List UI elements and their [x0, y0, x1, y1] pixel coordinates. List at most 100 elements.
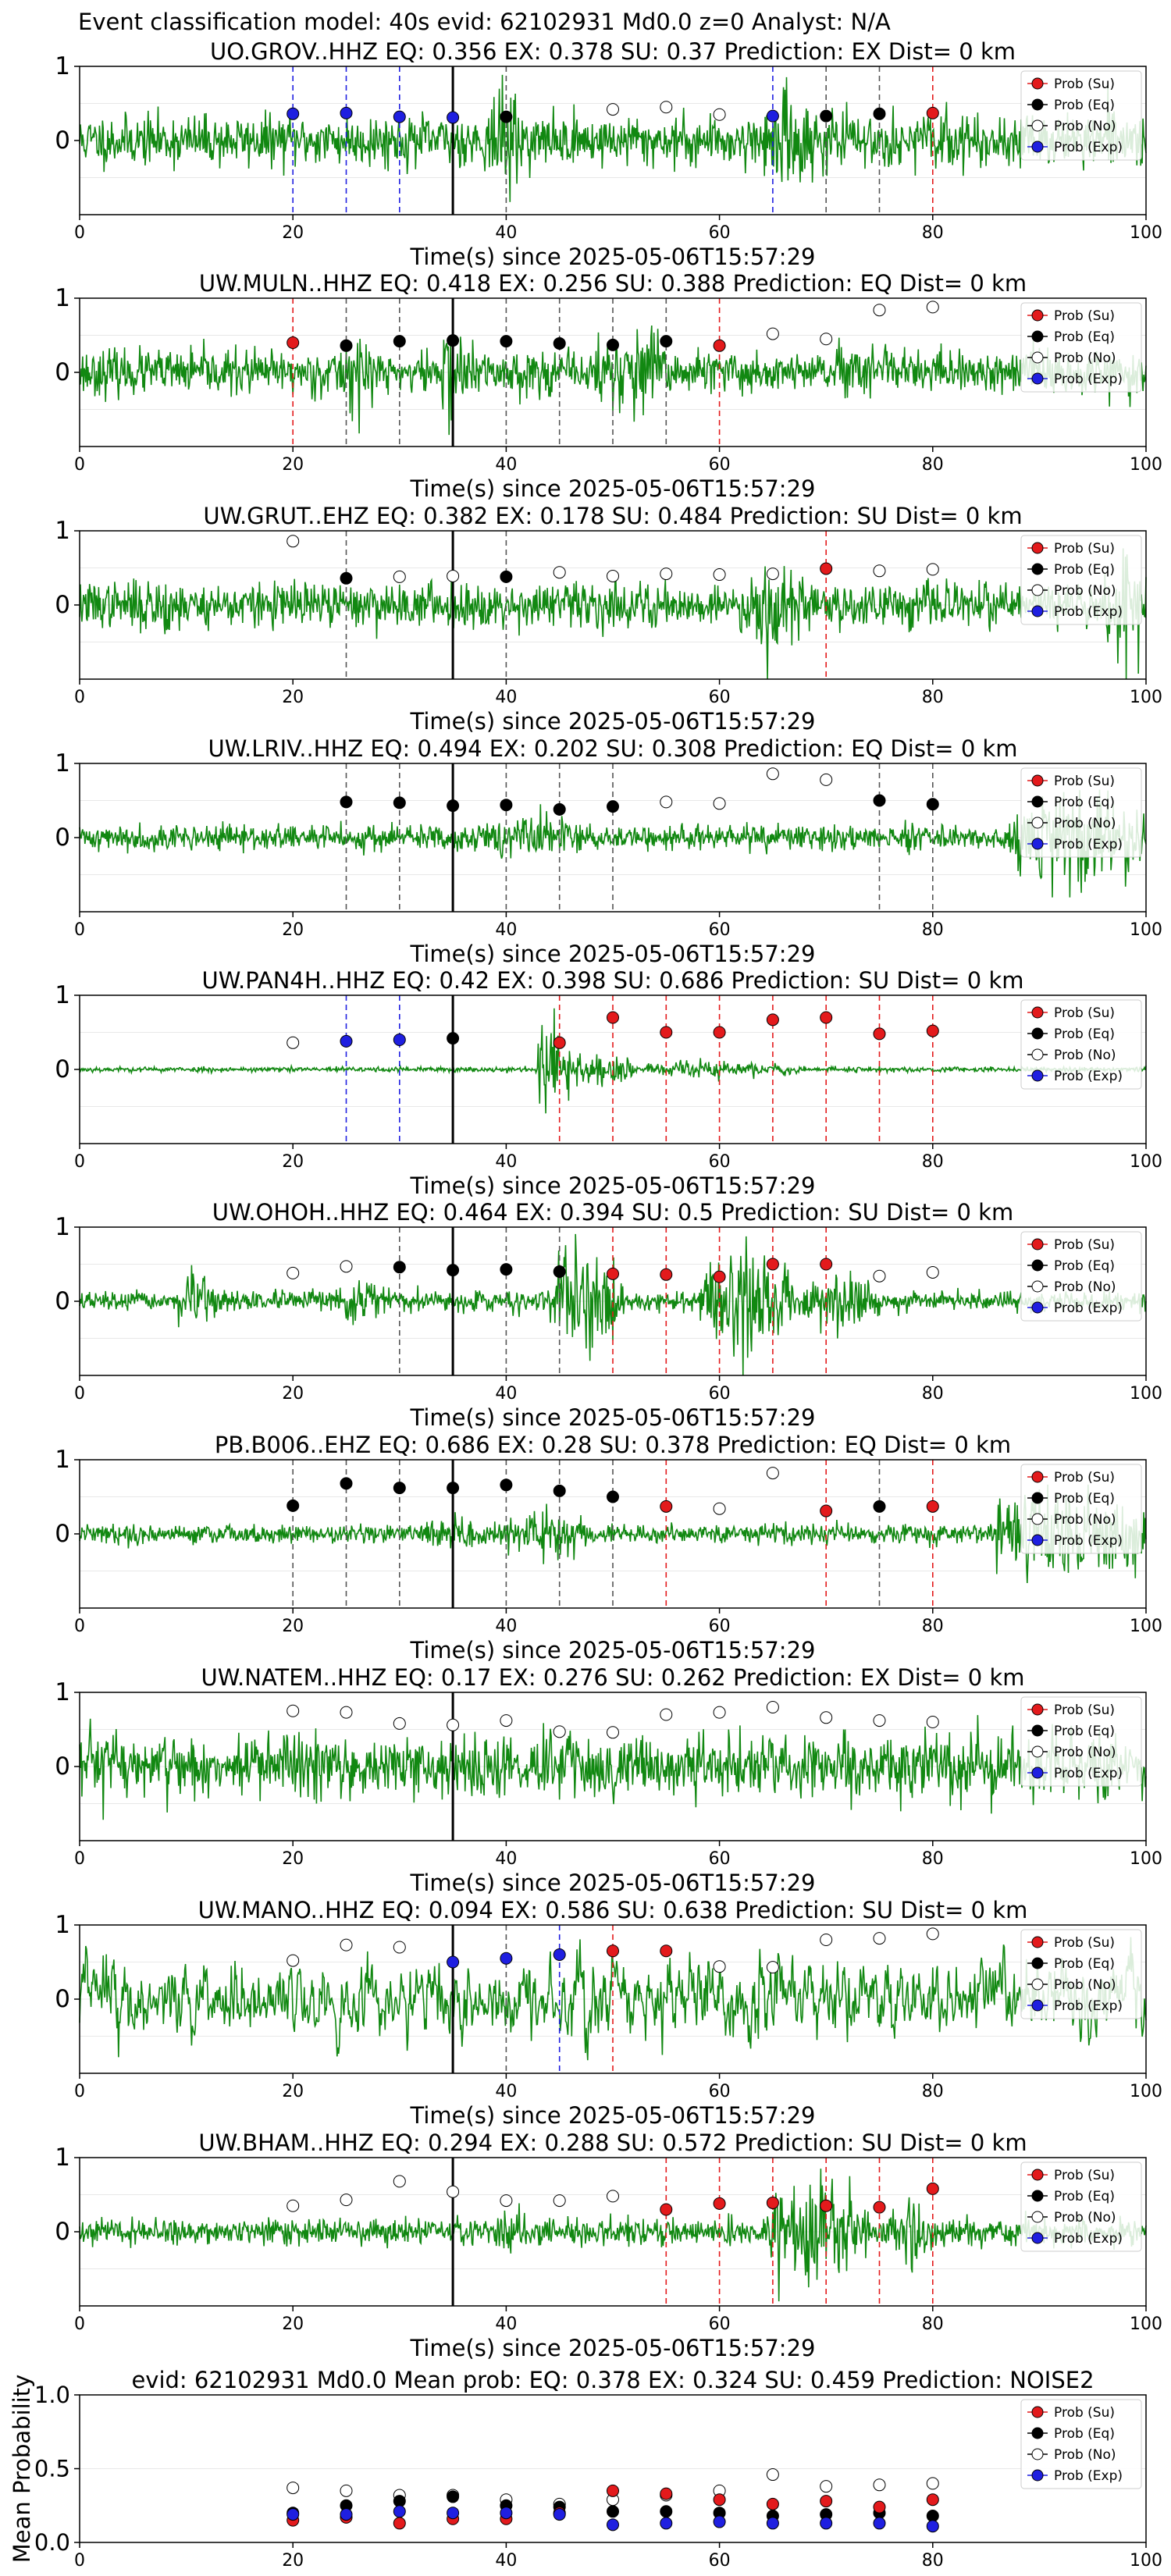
legend-marker-su: [1031, 1006, 1044, 1019]
legend-label: Prob (Su): [1054, 1005, 1115, 1021]
y-tick-label: 1: [55, 284, 70, 312]
legend-label: Prob (Exp): [1054, 837, 1123, 852]
y-tick-label: 0: [55, 358, 70, 386]
prob-point-eq: [873, 107, 886, 120]
y-tick-label: 0: [55, 591, 70, 619]
legend-label: Prob (No): [1054, 816, 1116, 831]
x-tick-label: 80: [922, 1849, 944, 1869]
prob-point-no: [660, 568, 673, 581]
prob-point-eq: [393, 796, 406, 809]
x-tick-label: 100: [1130, 1384, 1162, 1404]
legend-label: Prob (Su): [1054, 1237, 1115, 1253]
prob-point-su: [660, 2203, 673, 2216]
prob-point-no: [447, 2185, 460, 2198]
legend-label: Prob (Su): [1054, 76, 1115, 92]
prob-point-eq: [447, 1264, 460, 1277]
mean-prob-point-exp: [873, 2517, 886, 2530]
legend-marker-su: [1031, 1703, 1044, 1716]
prob-point-no: [287, 535, 300, 548]
prob-point-su: [926, 1024, 939, 1037]
prob-point-exp: [287, 107, 300, 120]
legend-marker-exp: [1031, 1767, 1044, 1779]
prob-point-eq: [873, 794, 886, 807]
x-tick-label: 60: [709, 920, 731, 940]
legend: Prob (Su) Prob (Eq) Prob (No) Prob (Exp): [1020, 767, 1142, 858]
legend: Prob (Su) Prob (Eq) Prob (No) Prob (Exp): [1020, 535, 1142, 625]
prob-point-eq: [500, 1263, 513, 1276]
mean-prob-point-eq: [660, 2505, 673, 2518]
waveform-trace: [79, 548, 1147, 680]
prob-point-exp: [500, 1952, 513, 1965]
legend: Prob (Su) Prob (Eq) Prob (No) Prob (Exp): [1020, 1231, 1142, 1322]
x-tick-label: 0: [74, 2082, 85, 2101]
prob-point-eq: [607, 800, 619, 813]
waveform-trace: [79, 1937, 1147, 2061]
x-tick-label: 80: [922, 688, 944, 707]
prob-point-no: [447, 569, 460, 582]
legend-box: [1020, 1464, 1142, 1554]
mean-prob-point-eq: [607, 2505, 619, 2518]
legend-label: Prob (Exp): [1054, 1533, 1123, 1549]
prob-point-no: [926, 301, 939, 314]
prob-point-eq: [820, 109, 833, 123]
x-axis-label: Time(s) since 2025-05-06T15:57:29: [410, 2102, 816, 2129]
x-tick-label: 60: [709, 688, 731, 707]
legend-box: [1020, 1696, 1142, 1787]
prob-point-no: [820, 1711, 833, 1724]
legend-marker-no: [1031, 1513, 1044, 1525]
legend-label: Prob (Exp): [1054, 372, 1123, 387]
y-tick-label: 1: [55, 1911, 70, 1939]
x-tick-label: 80: [922, 2082, 944, 2101]
x-tick-label: 40: [495, 455, 517, 475]
legend-label: Prob (No): [1054, 2210, 1116, 2226]
x-tick-label: 40: [495, 1849, 517, 1869]
prob-point-su: [873, 1027, 886, 1041]
prob-point-no: [766, 327, 779, 340]
prob-point-eq: [447, 334, 460, 347]
legend-marker-su: [1031, 542, 1044, 554]
legend-marker-no: [1031, 351, 1044, 364]
x-tick-label: 80: [922, 920, 944, 940]
prob-point-eq: [287, 1499, 300, 1512]
legend-marker-eq: [1031, 2427, 1044, 2439]
prob-point-no: [820, 773, 833, 786]
prob-point-no: [340, 1260, 353, 1273]
legend-marker-su: [1031, 2169, 1044, 2181]
x-tick-label: 80: [922, 1617, 944, 1636]
prob-point-no: [713, 568, 726, 582]
legend-label: Prob (Exp): [1054, 2231, 1123, 2247]
legend-marker-no: [1031, 2211, 1044, 2223]
prob-point-exp: [766, 109, 779, 123]
legend-marker-exp: [1031, 2469, 1044, 2482]
x-tick-label: 100: [1130, 1617, 1162, 1636]
mean-prob-point-su: [660, 2487, 673, 2500]
x-tick-label: 40: [495, 688, 517, 707]
prob-point-no: [393, 2175, 406, 2188]
prob-point-su: [820, 1011, 833, 1024]
mean-prob-point-exp: [500, 2507, 513, 2520]
legend: Prob (Su) Prob (Eq) Prob (No) Prob (Exp): [1020, 1929, 1142, 2019]
x-tick-label: 20: [282, 2551, 304, 2571]
prob-point-no: [766, 767, 779, 781]
prob-point-eq: [553, 1484, 566, 1497]
legend: Prob (Su) Prob (Eq) Prob (No) Prob (Exp): [1020, 1696, 1142, 1787]
legend-marker-exp: [1031, 141, 1044, 153]
prob-point-su: [553, 1036, 566, 1049]
legend-label: Prob (Su): [1054, 308, 1115, 324]
panel-title: UW.MANO..HHZ EQ: 0.094 EX: 0.586 SU: 0.6…: [198, 1897, 1028, 1923]
x-tick-label: 80: [922, 2314, 944, 2334]
y-tick-label: 0: [55, 1985, 70, 2013]
prob-point-no: [553, 566, 566, 579]
prob-point-no: [393, 570, 406, 583]
x-tick-label: 0: [74, 1152, 85, 1172]
prob-point-no: [766, 568, 779, 581]
prob-point-eq: [660, 335, 673, 348]
x-tick-label: 100: [1130, 688, 1162, 707]
x-tick-label: 20: [282, 2082, 304, 2101]
prob-point-exp: [553, 1948, 566, 1961]
prob-point-eq: [393, 1261, 406, 1274]
legend-marker-su: [1031, 2406, 1044, 2418]
prob-point-no: [393, 1717, 406, 1730]
x-tick-label: 80: [922, 223, 944, 243]
prob-point-no: [766, 1961, 779, 1974]
